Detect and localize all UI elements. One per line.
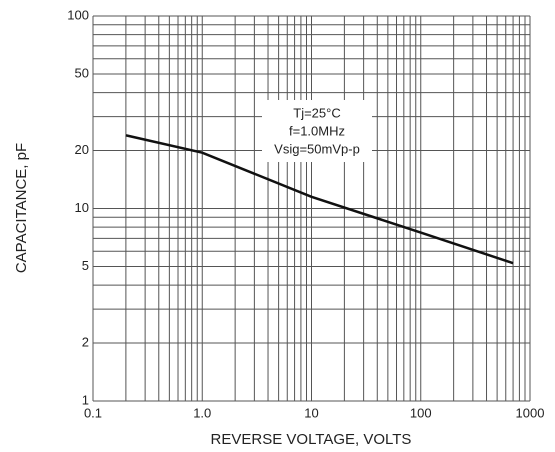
y-tick-label: 5 (82, 258, 89, 273)
y-tick-label: 10 (75, 200, 89, 215)
y-axis-label: CAPACITANCE, pF (13, 143, 30, 273)
y-tick-label: 20 (75, 142, 89, 157)
annotation: Vsig=50mVp-p (274, 141, 360, 156)
y-tick-label: 2 (82, 334, 89, 349)
y-tick-label: 1 (82, 392, 89, 407)
x-tick-label: 10 (304, 405, 318, 420)
y-tick-label: 100 (67, 7, 89, 22)
annotation: f=1.0MHz (289, 123, 345, 138)
data-line (125, 134, 514, 265)
x-tick-label: 1000 (516, 405, 545, 420)
x-axis-label: REVERSE VOLTAGE, VOLTS (211, 431, 412, 448)
annotation-box (262, 100, 372, 162)
x-tick-label: 0.1 (84, 405, 102, 420)
x-tick-label: 1.0 (193, 405, 211, 420)
y-tick-label: 50 (75, 65, 89, 80)
annotation: Tj=25°C (293, 105, 340, 120)
x-tick-label: 100 (410, 405, 432, 420)
